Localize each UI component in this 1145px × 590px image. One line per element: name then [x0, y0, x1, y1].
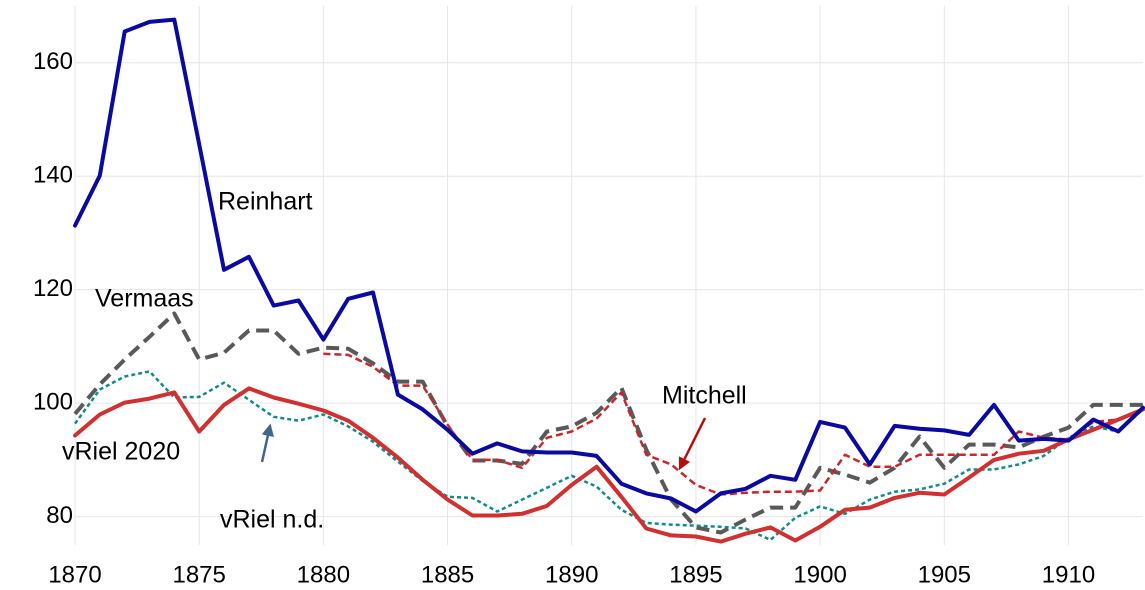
grid [74, 6, 1143, 545]
x-tick-label: 1880 [297, 561, 350, 588]
x-tick-label: 1885 [421, 561, 474, 588]
x-tick-label: 1905 [918, 561, 971, 588]
series-line [73, 386, 1145, 544]
series-line [73, 311, 1143, 535]
annotation: Mitchell [662, 382, 747, 410]
y-tick-label: 100 [33, 389, 73, 416]
annotation: vRiel 2020 [62, 438, 180, 466]
x-tick-label: 1910 [1042, 561, 1095, 588]
annotation: Vermaas [95, 285, 194, 313]
series-line [73, 370, 1144, 542]
x-tick-label: 1895 [669, 561, 722, 588]
y-tick-label: 80 [46, 502, 73, 529]
y-tick-label: 140 [33, 162, 73, 189]
arrow [678, 417, 707, 471]
series-line [323, 352, 1144, 496]
series-line [73, 17, 1145, 514]
x-tick-label: 1870 [48, 561, 101, 588]
annotation: vRiel n.d. [220, 506, 324, 534]
arrow [260, 423, 274, 463]
y-tick-label: 120 [33, 275, 73, 302]
x-tick-label: 1890 [545, 561, 598, 588]
annotation: Reinhart [218, 188, 313, 216]
lines [73, 17, 1145, 544]
y-tick-label: 160 [33, 48, 73, 75]
x-tick-label: 1875 [172, 561, 225, 588]
x-tick-label: 1900 [793, 561, 846, 588]
tick-labels: 1870 1875 1880 1885 1890 1895 1900 1905 1910 80 10… [33, 48, 1095, 588]
